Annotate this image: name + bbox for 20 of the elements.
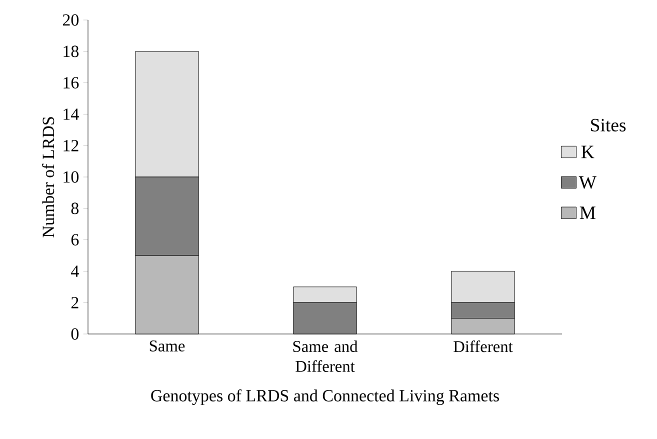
y-tick-label: 0 [71,328,79,340]
x-axis-title: Genotypes of LRDS and Connected Living Ramets [151,389,499,405]
legend-label: W [578,176,596,189]
legend-title: Sites [591,118,626,132]
y-tick-label: 8 [71,202,79,214]
y-tick-label: 20 [62,14,79,26]
y-tick-label: 10 [64,171,79,183]
legend-label: M [580,206,596,219]
legend-label: K [581,146,594,158]
y-tick-label: 16 [64,77,79,88]
x-tick-label: Different [454,340,513,352]
y-tick-label: 2 [71,296,78,308]
y-tick-label: 4 [71,266,79,277]
y-tick-label: 18 [64,46,79,58]
y-tick-label: 14 [64,108,79,120]
x-tick-label: Same and Different [293,340,358,372]
y-tick-label: 6 [71,234,79,246]
y-axis-title: Number of LRDS [42,117,54,238]
x-tick-label: Same [150,340,185,352]
y-tick-label: 12 [64,140,78,152]
